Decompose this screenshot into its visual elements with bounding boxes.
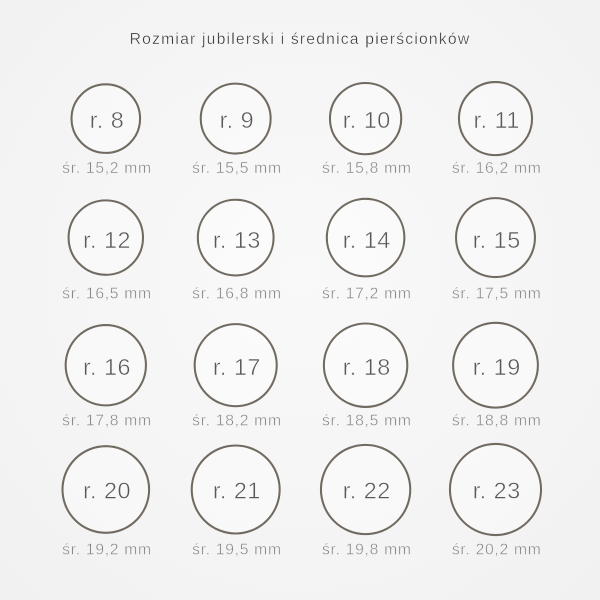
svg-text:śr. 18,2 mm: śr. 18,2 mm <box>192 413 282 430</box>
svg-text:r. 21: r. 21 <box>213 478 261 504</box>
svg-text:śr. 19,8 mm: śr. 19,8 mm <box>322 541 412 558</box>
svg-text:r. 14: r. 14 <box>343 227 391 253</box>
svg-text:r. 19: r. 19 <box>473 354 521 380</box>
svg-text:śr. 16,2 mm: śr. 16,2 mm <box>452 160 542 177</box>
svg-text:r. 23: r. 23 <box>473 478 521 504</box>
svg-text:r. 9: r. 9 <box>220 107 255 133</box>
svg-text:r. 11: r. 11 <box>474 107 520 133</box>
svg-text:r. 8: r. 8 <box>90 107 125 133</box>
svg-text:śr. 15,5 mm: śr. 15,5 mm <box>192 160 282 177</box>
svg-text:śr. 16,8 mm: śr. 16,8 mm <box>192 286 282 303</box>
svg-text:r. 22: r. 22 <box>343 478 391 504</box>
svg-text:r. 13: r. 13 <box>213 227 261 253</box>
svg-text:r. 15: r. 15 <box>473 227 521 253</box>
svg-text:śr. 17,8 mm: śr. 17,8 mm <box>62 413 152 430</box>
svg-text:śr. 15,8 mm: śr. 15,8 mm <box>322 160 412 177</box>
svg-text:śr. 18,8 mm: śr. 18,8 mm <box>452 413 542 430</box>
svg-text:r. 10: r. 10 <box>343 107 391 133</box>
svg-text:r. 18: r. 18 <box>343 354 391 380</box>
svg-text:r. 20: r. 20 <box>83 478 131 504</box>
svg-text:Rozmiar jubilerski i średnica: Rozmiar jubilerski i średnica pierścionk… <box>130 31 471 48</box>
svg-text:śr. 20,2 mm: śr. 20,2 mm <box>452 541 542 558</box>
svg-text:r. 16: r. 16 <box>83 354 131 380</box>
svg-text:r. 17: r. 17 <box>213 354 261 380</box>
svg-text:śr. 16,5 mm: śr. 16,5 mm <box>62 286 152 303</box>
svg-text:śr. 15,2 mm: śr. 15,2 mm <box>62 160 152 177</box>
svg-text:r. 12: r. 12 <box>83 227 131 253</box>
svg-text:śr. 17,5 mm: śr. 17,5 mm <box>452 286 542 303</box>
svg-text:śr. 19,5 mm: śr. 19,5 mm <box>192 541 282 558</box>
svg-text:śr. 19,2 mm: śr. 19,2 mm <box>62 541 152 558</box>
svg-text:śr. 17,2 mm: śr. 17,2 mm <box>322 286 412 303</box>
svg-text:śr. 18,5 mm: śr. 18,5 mm <box>322 413 412 430</box>
